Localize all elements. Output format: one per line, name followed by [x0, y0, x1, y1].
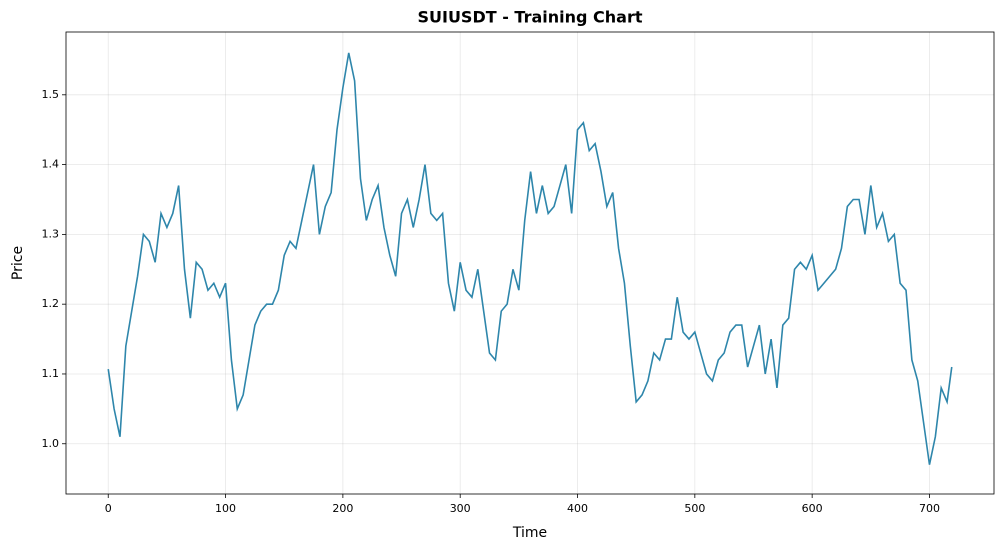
- x-tick-label: 300: [450, 502, 471, 515]
- y-tick-label: 1.2: [42, 297, 60, 310]
- x-tick-label: 400: [567, 502, 588, 515]
- x-tick-label: 600: [802, 502, 823, 515]
- y-tick-label: 1.5: [42, 88, 60, 101]
- y-tick-label: 1.3: [42, 227, 60, 240]
- y-tick-label: 1.4: [42, 158, 60, 171]
- x-tick-label: 700: [919, 502, 940, 515]
- price-line: [107, 52, 953, 465]
- x-tick-label: 0: [105, 502, 112, 515]
- y-tick-label: 1.0: [42, 437, 60, 450]
- y-axis-label: Price: [10, 246, 26, 280]
- x-tick-label: 100: [215, 502, 236, 515]
- y-tick-label: 1.1: [42, 367, 60, 380]
- plot-frame: [65, 31, 995, 495]
- x-tick-label: 500: [684, 502, 705, 515]
- chart-title: SUIUSDT - Training Chart: [417, 8, 642, 27]
- x-axis-label: Time: [512, 525, 547, 541]
- x-tick-label: 200: [332, 502, 353, 515]
